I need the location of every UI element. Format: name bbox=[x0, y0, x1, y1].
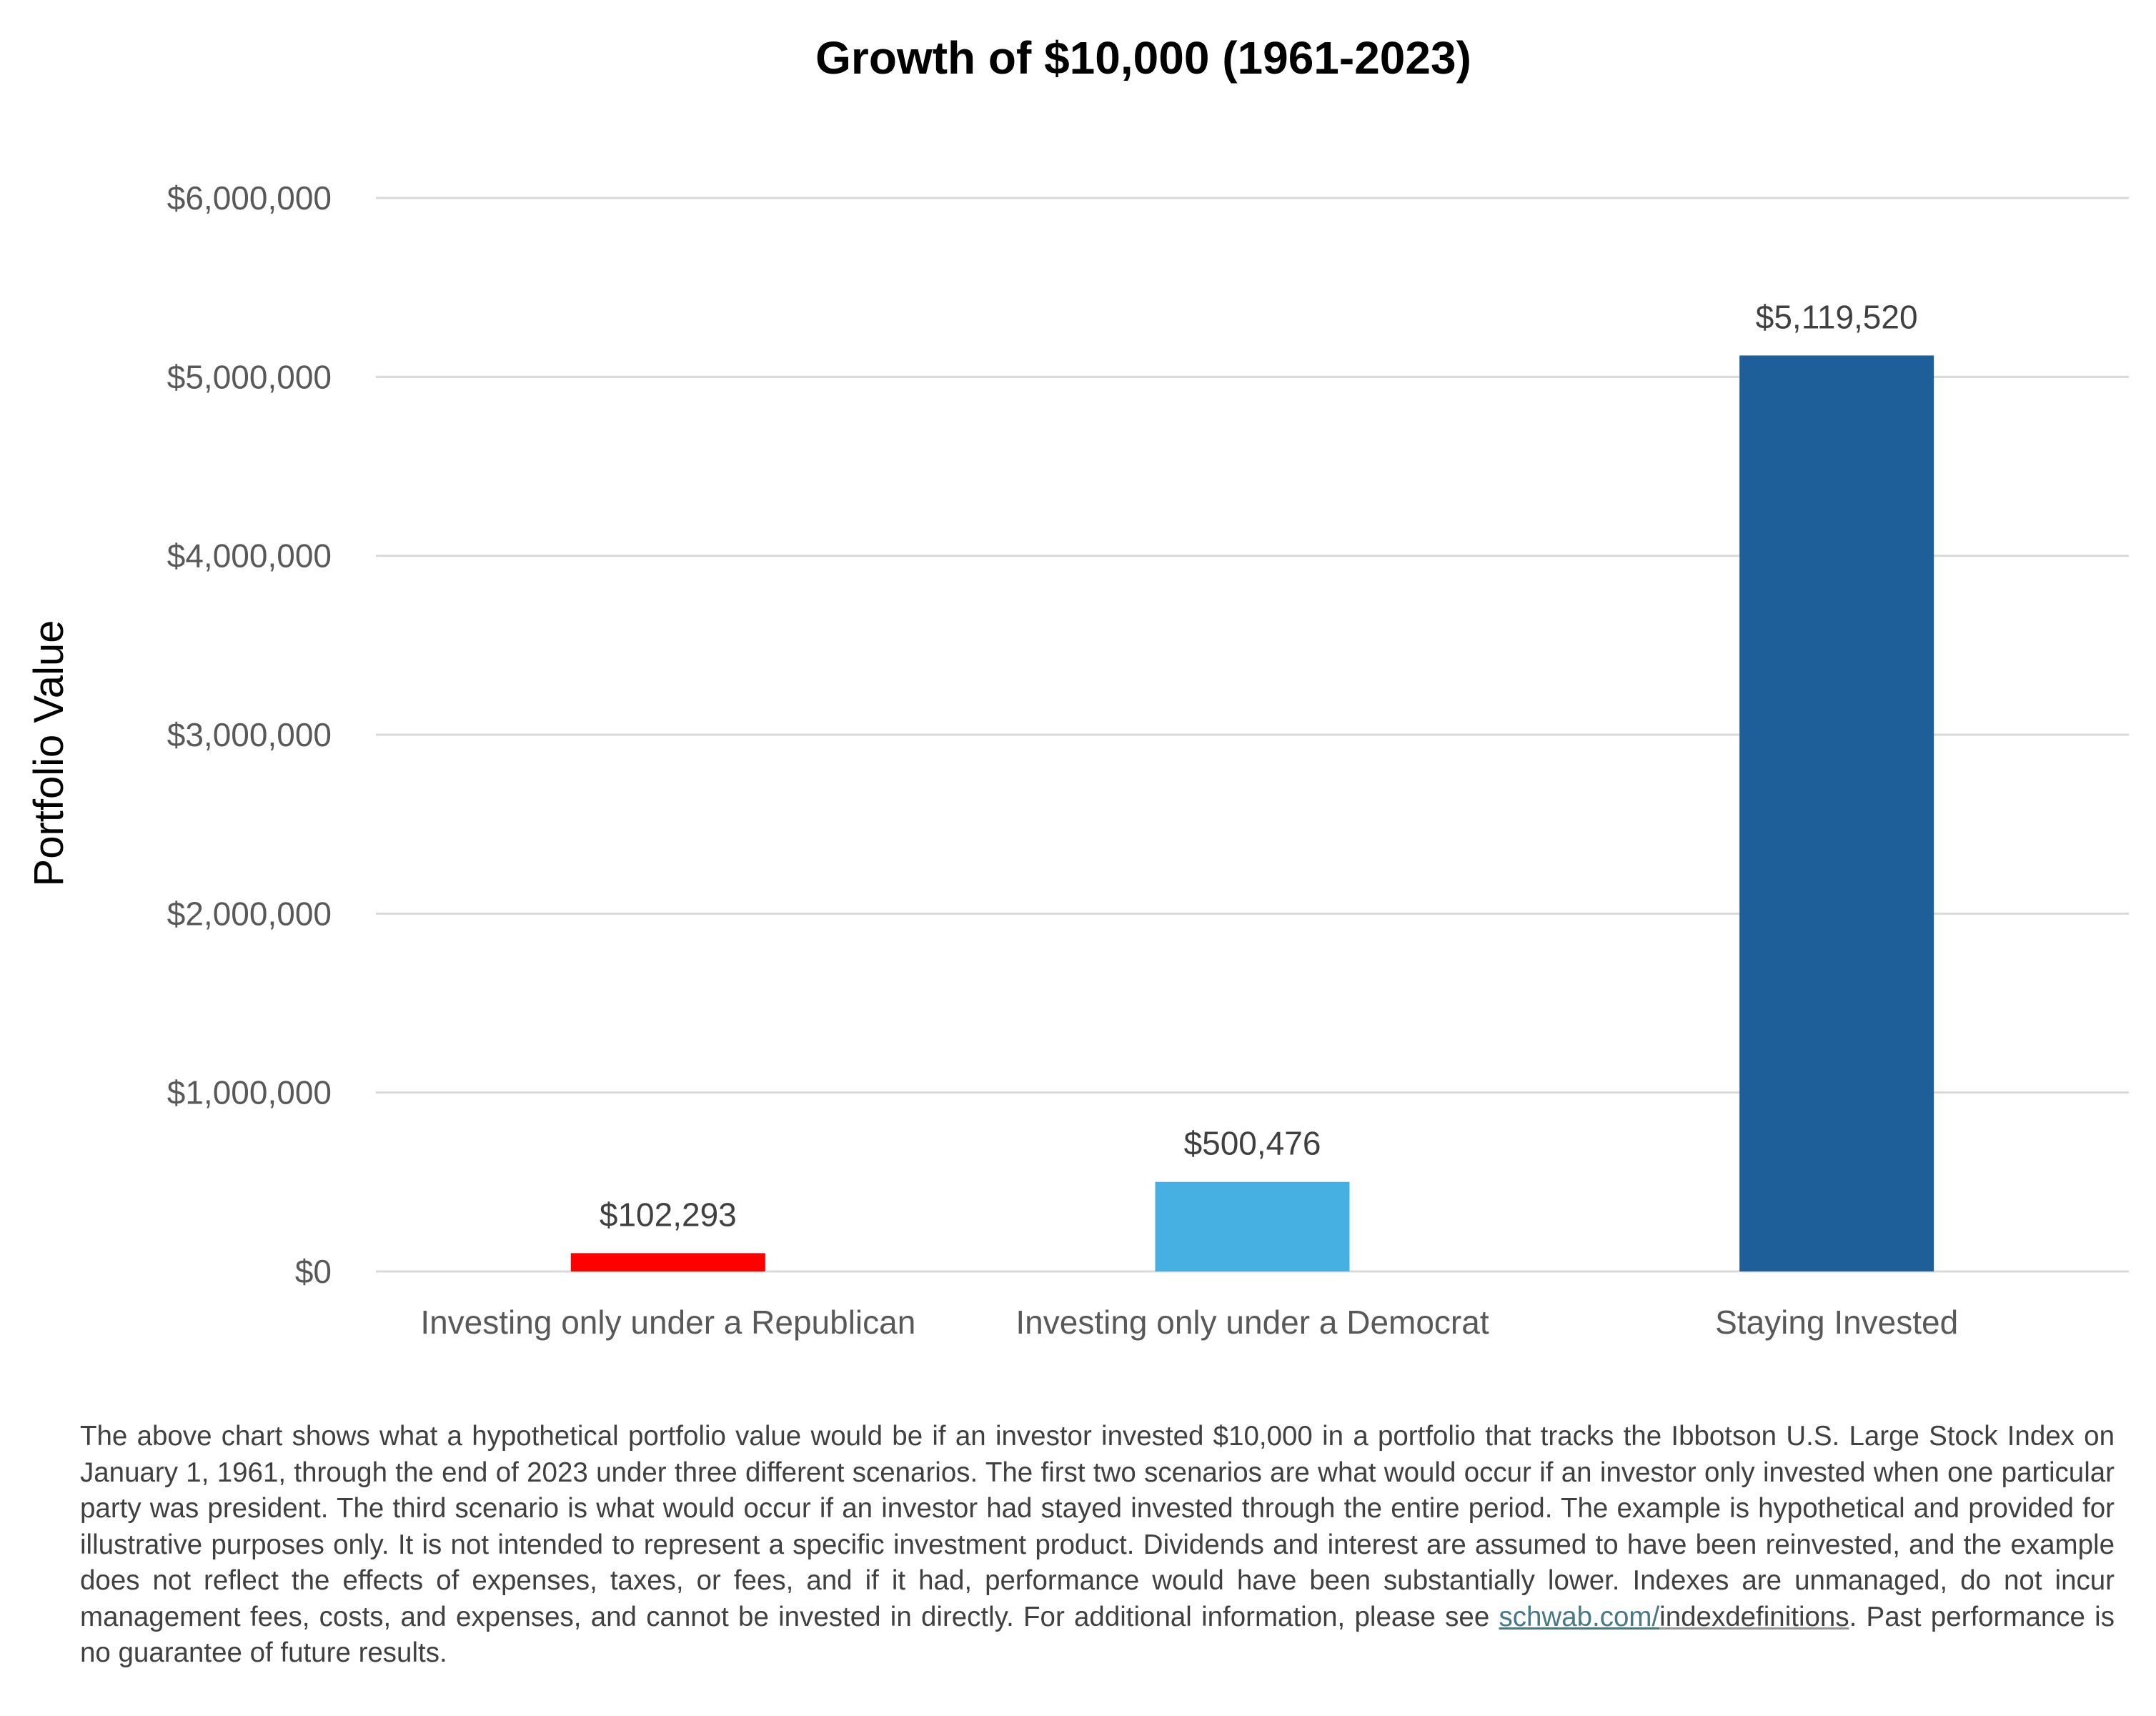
y-tick-label: $1,000,000 bbox=[167, 1074, 332, 1111]
footnote-text-end: . Past performance is no guarantee of fu… bbox=[80, 1601, 2115, 1669]
footnote: The above chart shows what a hypothetica… bbox=[80, 1419, 2115, 1672]
x-tick-label: Investing only under a Democrat bbox=[1015, 1304, 1489, 1341]
x-tick-label: Staying Invested bbox=[1715, 1304, 1958, 1341]
link-domain[interactable]: schwab.com/ bbox=[1499, 1601, 1660, 1632]
data-label: $5,119,520 bbox=[1756, 298, 1918, 335]
y-tick-label: $6,000,000 bbox=[167, 179, 332, 217]
footnote-text: The above chart shows what a hypothetica… bbox=[80, 1421, 2115, 1632]
data-label: $102,293 bbox=[600, 1196, 737, 1233]
y-tick-label: $5,000,000 bbox=[167, 358, 332, 395]
y-axis-ticks: $0 $1,000,000 $2,000,000 $3,000,000 $4,000,0… bbox=[167, 179, 332, 1290]
y-tick-label: $4,000,000 bbox=[167, 537, 332, 575]
gridlines bbox=[376, 197, 2129, 1273]
bar-chart: Growth of $10,000 (1961-2023) $0 $1,000,0… bbox=[26, 32, 2129, 1341]
x-axis-labels: Investing only under a Republican Investi… bbox=[420, 1304, 1958, 1341]
y-tick-label: $3,000,000 bbox=[167, 716, 332, 753]
bar-0 bbox=[570, 1253, 765, 1271]
y-tick-label: $2,000,000 bbox=[167, 895, 332, 932]
y-axis-label: Portfolio Value bbox=[26, 620, 72, 887]
data-label: $500,476 bbox=[1184, 1125, 1321, 1162]
x-tick-label: Investing only under a Republican bbox=[420, 1304, 915, 1341]
bar-2 bbox=[1739, 355, 1934, 1272]
index-definitions-link[interactable]: schwab.com/ bbox=[1499, 1602, 1660, 1632]
y-tick-label: $0 bbox=[295, 1253, 332, 1290]
bar-1 bbox=[1155, 1181, 1350, 1271]
chart-title: Growth of $10,000 (1961-2023) bbox=[815, 32, 1471, 84]
bars bbox=[570, 355, 1934, 1272]
link-path[interactable]: indexdefinitions bbox=[1659, 1601, 1849, 1632]
data-labels: $102,293 $500,476 $5,119,520 bbox=[600, 298, 1918, 1233]
